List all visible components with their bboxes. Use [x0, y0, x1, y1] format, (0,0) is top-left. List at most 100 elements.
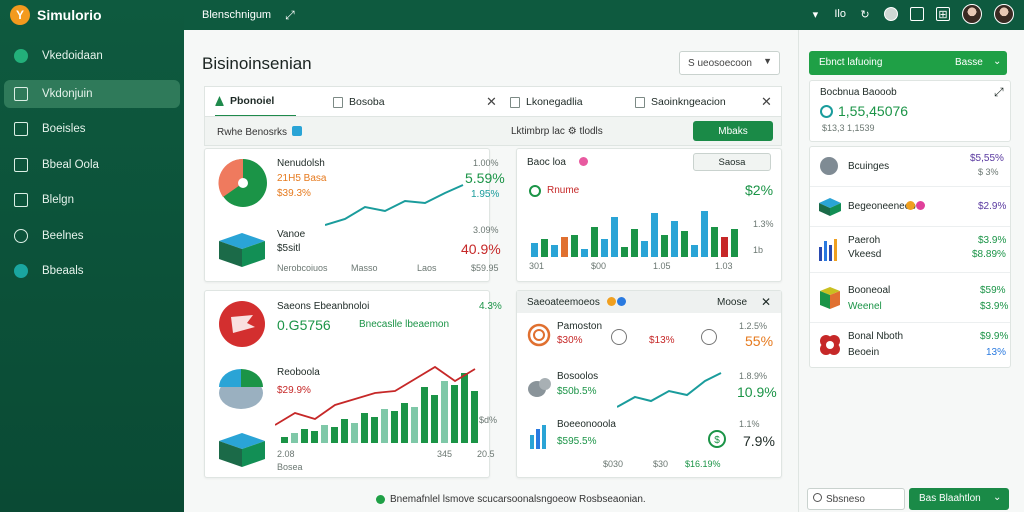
summary-value: 1,55,45076: [838, 103, 909, 119]
trend-line-chart: [617, 372, 722, 408]
card-foot: Laos: [417, 263, 437, 273]
card-button[interactable]: Saosa: [693, 153, 771, 171]
right-panel: Ebnct lafuoing Basse ⌄ Bocbnua Baooob ⤢ …: [798, 30, 1024, 512]
list-item[interactable]: Paeroh Vkeesd $3.9% $8.89%: [810, 227, 1010, 273]
row-label: Pamoston: [557, 321, 603, 332]
tab-label: Bosoba: [349, 96, 385, 108]
row-value: $30%: [557, 335, 583, 346]
filter-label: Rwhe Benosrks: [217, 126, 303, 138]
bar: [631, 229, 638, 257]
sidebar-item-6[interactable]: Bbeaals: [4, 257, 180, 285]
close-icon[interactable]: ✕: [761, 295, 772, 309]
filter-mid: Lktimbrp lac ⚙ tlodls: [511, 126, 603, 137]
close-icon[interactable]: ✕: [761, 94, 772, 109]
bar-chart-icon: [530, 425, 546, 449]
card-small-pct: 1.95%: [471, 189, 500, 200]
row-value: $13%: [649, 335, 675, 346]
sidebar-item-label: Beelnes: [42, 230, 84, 242]
bottom-action-button[interactable]: Bas Blaahtlon ⌄: [909, 488, 1009, 510]
bar-chart: [531, 211, 738, 257]
close-icon[interactable]: ✕: [486, 94, 497, 109]
row-value: 13%: [986, 347, 1007, 358]
metrics-list: Bcuinges $5,55% $ 3% Begeoneeneeo $2.9% …: [809, 146, 1011, 368]
settings-icon[interactable]: [884, 7, 898, 21]
row-value: $9.9%: [980, 331, 1009, 342]
view-dropdown[interactable]: S ueosoecoon ▼: [679, 51, 780, 75]
bar: [461, 373, 468, 443]
row-value: $5,55%: [970, 153, 1004, 164]
dollar-icon: $: [708, 430, 726, 448]
sidebar-item-2[interactable]: Boeisles: [4, 115, 180, 143]
axis-tick: $16.19%: [685, 459, 721, 469]
breadcrumb[interactable]: Blenschnigum: [202, 9, 272, 21]
sidebar-item-4[interactable]: Blelgn: [4, 186, 180, 214]
bell-label: Ilo: [834, 8, 846, 20]
tab-label: Lkonegadlia: [526, 96, 583, 108]
bar: [371, 417, 378, 443]
card-big-pct: 5.59%: [465, 170, 505, 186]
list-item[interactable]: Booneoal Weenel $59% $3.9%: [810, 273, 1010, 323]
chevron-down-icon: ⌄: [993, 56, 1002, 67]
info-icon: [292, 126, 303, 136]
chevron-down-icon: ▼: [763, 56, 772, 66]
row-label: Bonal Nboth: [848, 331, 904, 342]
status-dot-icon: [376, 495, 385, 504]
card-value-label: Bnecaslle lbeaemon: [359, 319, 450, 330]
row-value: $50b.5%: [557, 386, 597, 397]
bar: [621, 247, 628, 257]
search-input[interactable]: Sbsneso: [807, 488, 905, 510]
list-item[interactable]: Bonal Nboth Beoein $9.9% 13%: [810, 323, 1010, 367]
box-icon: [219, 433, 265, 467]
expand-icon[interactable]: ⤢: [994, 85, 1004, 99]
app-logo-icon: Y: [10, 5, 30, 25]
legend-label: Rnume: [547, 185, 580, 196]
tab-0[interactable]: Pbonoiel: [215, 87, 297, 117]
bar: [541, 239, 548, 257]
stones-icon: [528, 378, 551, 397]
sidebar-item-1[interactable]: Vkdonjuin: [4, 80, 180, 108]
app-brand[interactable]: Y Simulorio: [0, 0, 184, 30]
tag-icon: [579, 157, 588, 166]
sidebar-item-5[interactable]: Beelnes: [4, 222, 180, 250]
avatar-secondary[interactable]: [994, 4, 1014, 24]
bar: [391, 411, 398, 443]
card-foot: $59.95: [471, 263, 499, 273]
document-icon: [333, 96, 343, 108]
card-foot: Masso: [351, 263, 378, 273]
row-value: $3.9%: [980, 301, 1009, 312]
sidebar-item-3[interactable]: Bbeal Oola: [4, 151, 180, 179]
row-label: Begeoneeneeo: [848, 201, 916, 212]
sidebar-item-label: Bbeal Oola: [42, 159, 99, 171]
row-label: Paeroh: [848, 235, 881, 246]
avatar[interactable]: [962, 4, 982, 24]
axis-label: 1b: [753, 245, 764, 255]
row-label: Booneoal: [848, 285, 891, 296]
tab-strip: Pbonoiel Bosoba ✕ Lkonegadlia Saoinkngea…: [204, 86, 782, 117]
tab-2[interactable]: Lkonegadlia: [510, 87, 583, 117]
card-button[interactable]: Moose: [717, 297, 748, 308]
card-badge: $d%: [479, 415, 498, 425]
window-icon[interactable]: [910, 7, 924, 21]
briefcase-icon: [14, 122, 28, 136]
spiral-icon: [527, 323, 551, 347]
filter-button[interactable]: Mbaks: [693, 121, 773, 141]
document-icon: [510, 96, 520, 108]
refresh-icon[interactable]: ↻: [860, 8, 870, 21]
sidebar-item-0[interactable]: Vkedoidaan: [4, 42, 180, 70]
bar: [651, 213, 658, 257]
trend-line-chart: [325, 184, 464, 226]
bell-icon[interactable]: ▾: [812, 8, 819, 21]
share-icon[interactable]: ⤢: [285, 7, 295, 22]
donut-chart-icon: [219, 369, 263, 409]
primary-action-button[interactable]: Ebnct lafuoing Basse ⌄: [809, 51, 1007, 75]
trend-line: [275, 365, 476, 426]
triangle-icon: [215, 96, 224, 106]
card-small: 3.09%: [473, 225, 499, 235]
tab-3[interactable]: Saoinkngeacion: [635, 87, 726, 117]
row-label: Weenel: [848, 301, 882, 312]
tab-1[interactable]: Bosoba: [333, 87, 385, 117]
grid-icon[interactable]: ⊞: [936, 7, 950, 21]
list-item[interactable]: Bcuinges $5,55% $ 3%: [810, 147, 1010, 187]
list-item[interactable]: Begeoneeneeo $2.9%: [810, 187, 1010, 227]
bar: [351, 423, 358, 443]
